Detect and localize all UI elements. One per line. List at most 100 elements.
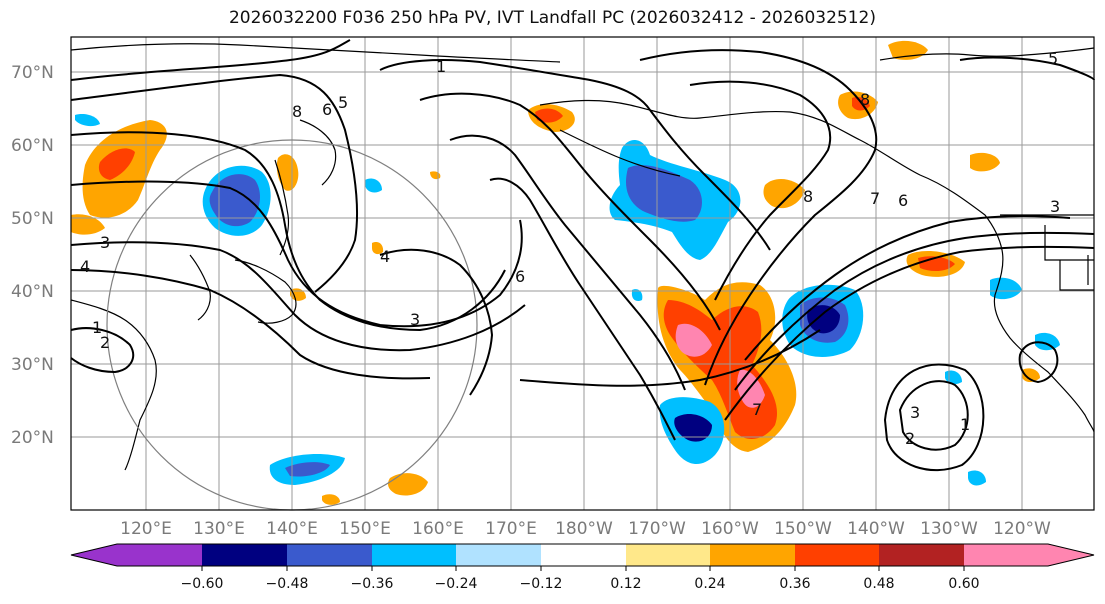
positive-anomaly-west [71,214,105,235]
colorbar-swatch [795,544,879,566]
contour-label: 1 [960,415,970,434]
contour-12 [639,49,878,386]
contour-label: 2 [100,333,110,352]
colorbar-ticks [201,566,965,571]
contour-label: 3 [100,233,110,252]
contour-13 [689,80,832,301]
positive-anomaly-central-pacific-pink [675,323,712,357]
contour-label: 8 [803,187,813,206]
longitude-labels: 120°E 130°E 140°E 150°E 160°E 170°E 180°… [120,519,1051,539]
coast-sakhalin [274,159,290,256]
contour-19 [1018,341,1059,384]
colorbar-swatch [710,544,795,566]
positive-anomaly-canada [970,152,1000,172]
contour-22 [959,56,1095,81]
colorbar-swatch [117,544,202,566]
shading-layer [71,40,1060,505]
gridlines [71,37,1094,510]
colorbar-tick-label: −0.12 [520,576,563,592]
negative-anomaly-small-4 [968,470,986,486]
contour-7 [379,59,771,251]
coast-alaska [539,99,1003,251]
contour-label: 4 [380,247,390,266]
contour-9 [449,134,686,391]
negative-anomaly-mexico [1035,332,1060,351]
map-frame [70,36,1095,511]
contour-label: 2 [905,429,915,448]
contour-3 [70,131,506,332]
contour-labels: 1 2 3 4 5 6 7 8 1 3 4 8 6 5 3 6 7 8 1 3 … [80,49,1060,448]
positive-anomaly-small-2 [372,242,384,255]
colorbar-swatch [626,544,710,566]
colorbar-swatch [202,544,287,566]
lat-label: 70°N [11,63,54,83]
contour-15 [734,231,1095,391]
contour-label: 6 [515,267,525,286]
colorbar-tick-label: 0.60 [948,576,979,592]
colorbar-tick-label: −0.24 [435,576,478,592]
lon-label: 130°E [193,519,245,539]
map-title: 2026032200 F036 250 hPa PV, IVT Landfall… [228,8,876,28]
lon-label: 180°W [555,519,613,539]
contour-label: 8 [860,90,870,109]
contour-label: 1 [436,57,446,76]
contour-10 [489,177,676,441]
coast-east-asia [70,299,157,471]
lon-label: 140°E [266,519,318,539]
contour-label: 1 [92,318,102,337]
positive-anomaly-kuril [276,154,299,191]
lon-label: 150°E [339,519,391,539]
contour-8 [419,92,721,331]
lat-label: 60°N [11,136,54,156]
contour-label: 7 [752,400,762,419]
contour-label: 3 [410,310,420,329]
colorbar: −0.60 −0.48 −0.36 −0.24 −0.12 0.12 0.24 … [70,543,1095,592]
contour-label: 5 [1048,49,1058,68]
lon-label: 120°W [993,519,1051,539]
border-states [1044,225,1094,291]
lon-label: 130°W [920,519,978,539]
negative-anomaly-east-pacific-deep [807,305,840,334]
colorbar-swatch [964,544,1048,566]
contour-label: 3 [1050,197,1060,216]
negative-anomaly-marianas-core [285,462,330,477]
contour-label: 6 [898,191,908,210]
colorbar-tick-label: 0.24 [694,576,725,592]
pv-contours [70,39,1095,472]
positive-anomaly-bering-core [535,108,563,123]
colorbar-tick-label: 0.12 [610,576,641,592]
contour-5 [70,241,526,352]
positive-anomaly-small-4 [290,288,306,301]
contour-20 [70,327,135,374]
colorbar-tick-label: −0.60 [181,576,224,592]
lon-label: 150°W [774,519,832,539]
lon-label: 160°E [412,519,464,539]
coast-japan [234,259,297,324]
lon-label: 170°W [628,519,686,539]
negative-anomaly-hawaii-core [674,414,712,442]
coast-kamchatka [299,119,337,186]
colorbar-tick-label: −0.36 [351,576,394,592]
contour-17 [898,380,969,451]
coast-west-north-america [993,249,1095,433]
coast-aleutians [559,129,681,177]
contour-1 [70,39,351,81]
contour-label: 7 [870,189,880,208]
contour-label: 4 [80,257,90,276]
coast-korea [189,254,211,321]
coast-canada-arctic [879,47,1095,61]
negative-anomaly-small-1 [365,178,382,193]
lon-label: 170°E [485,519,537,539]
negative-anomaly-gulf-core [625,165,702,222]
contour-label: 8 [292,102,302,121]
contour-2 [70,73,358,293]
contour-label: 6 [322,100,332,119]
latitude-labels: 70°N 60°N 50°N 40°N 30°N 20°N [11,63,54,448]
lat-label: 50°N [11,209,54,229]
contour-label: 5 [338,93,348,112]
positive-anomaly-siberia-core [98,148,135,180]
lat-label: 40°N [11,282,54,302]
negative-anomaly-small-5 [631,289,643,302]
colorbar-swatch [287,544,372,566]
